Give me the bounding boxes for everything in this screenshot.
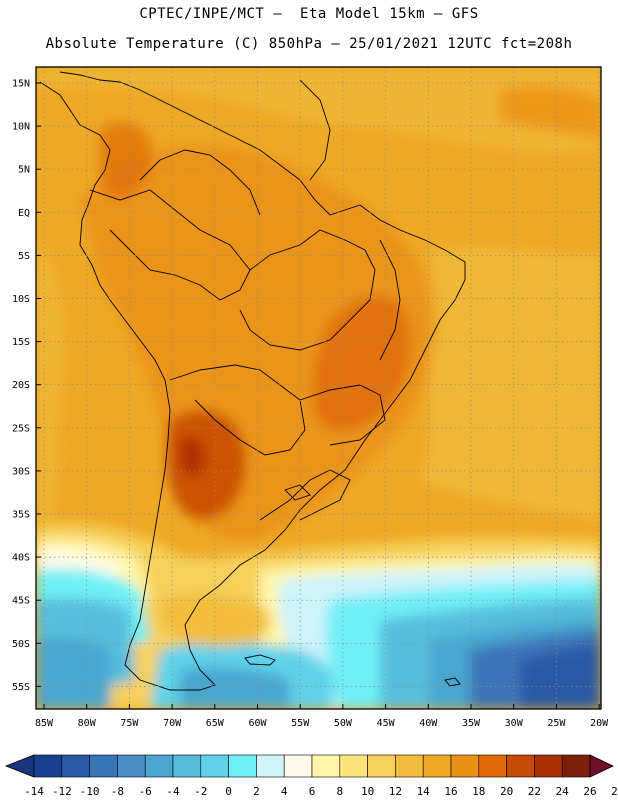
lon-label: 70W bbox=[163, 718, 182, 729]
lon-label: 30W bbox=[505, 718, 524, 729]
colorbar-swatch bbox=[561, 754, 591, 778]
colorbar-swatch bbox=[228, 754, 257, 778]
colorbar-label: 12 bbox=[389, 785, 402, 798]
colorbar-swatch bbox=[478, 754, 507, 778]
colorbar-label: 20 bbox=[500, 785, 513, 798]
colorbar-swatch bbox=[422, 754, 452, 778]
lon-label: 75W bbox=[120, 718, 139, 729]
lat-label: 5N bbox=[18, 165, 30, 176]
colorbar-swatch bbox=[311, 754, 341, 778]
colorbar-label: -14 bbox=[24, 785, 44, 798]
colorbar-label: 4 bbox=[281, 785, 288, 798]
lat-label: 25S bbox=[12, 423, 30, 434]
colorbar-label: 6 bbox=[309, 785, 316, 798]
lat-label: 15N bbox=[12, 79, 30, 90]
colorbar-swatch bbox=[33, 754, 63, 778]
lat-label: 10S bbox=[12, 294, 30, 305]
lat-label: 35S bbox=[12, 510, 30, 521]
lon-label: 85W bbox=[35, 718, 54, 729]
colorbar-label: -8 bbox=[111, 785, 124, 798]
colorbar-swatch bbox=[117, 754, 146, 778]
colorbar-label: 8 bbox=[336, 785, 343, 798]
lon-label: 25W bbox=[547, 718, 566, 729]
colorbar-label: 16 bbox=[444, 785, 457, 798]
lon-label: 50W bbox=[334, 718, 353, 729]
lat-label: 55S bbox=[12, 682, 30, 693]
colorbar-under-arrow bbox=[4, 754, 35, 778]
colorbar-swatch bbox=[367, 754, 396, 778]
colorbar-label: 18 bbox=[472, 785, 485, 798]
colorbar-label: -2 bbox=[194, 785, 207, 798]
colorbar-swatch bbox=[256, 754, 285, 778]
colorbar-swatch bbox=[144, 754, 174, 778]
lon-label: 35W bbox=[462, 718, 481, 729]
map-title-line-1: CPTEC/INPE/MCT – Eta Model 15km – GFS bbox=[139, 6, 479, 22]
map-frame bbox=[35, 66, 602, 710]
lon-label: 40W bbox=[419, 718, 438, 729]
colorbar-label: -10 bbox=[80, 785, 100, 798]
colorbar-label: 2 bbox=[253, 785, 260, 798]
colorbar-swatch bbox=[339, 754, 368, 778]
lat-label: 15S bbox=[12, 337, 30, 348]
lon-label: 55W bbox=[291, 718, 310, 729]
colorbar-label: 24 bbox=[556, 785, 570, 798]
lon-label: 65W bbox=[206, 718, 225, 729]
colorbar-swatch bbox=[200, 754, 229, 778]
lon-label: 60W bbox=[248, 718, 267, 729]
lat-label: 5S bbox=[18, 251, 30, 262]
lat-label: 40S bbox=[12, 553, 30, 564]
map-title-line-2: Absolute Temperature (C) 850hPa – 25/01/… bbox=[45, 36, 573, 52]
colorbar-label: 0 bbox=[225, 785, 232, 798]
colorbar-label: 22 bbox=[528, 785, 541, 798]
colorbar-label: -12 bbox=[52, 785, 72, 798]
colorbar-swatch bbox=[450, 754, 480, 778]
lat-label: 50S bbox=[12, 639, 30, 650]
colorbar-swatch bbox=[89, 754, 118, 778]
colorbar-label: -6 bbox=[139, 785, 152, 798]
colorbar-label: 10 bbox=[361, 785, 374, 798]
temperature-field bbox=[36, 67, 601, 709]
lat-label: 30S bbox=[12, 466, 30, 477]
lat-label: EQ bbox=[18, 208, 30, 219]
lon-label: 45W bbox=[377, 718, 396, 729]
colorbar-over-arrow bbox=[589, 754, 614, 778]
colorbar-label: -4 bbox=[166, 785, 180, 798]
color-scale-bar: -14 -12 -10 -8 -6 -4 -2 0 2 4 6 8 10 12 14 16 18 20 22 24 26… bbox=[4, 754, 618, 798]
colorbar-swatch bbox=[395, 754, 424, 778]
lat-label: 20S bbox=[12, 380, 30, 391]
colorbar-swatch bbox=[283, 754, 313, 778]
colorbar-label: 14 bbox=[417, 785, 431, 798]
colorbar-swatch bbox=[61, 754, 90, 778]
lon-label: 20W bbox=[590, 718, 609, 729]
lat-label: 10N bbox=[12, 122, 30, 133]
lat-label: 45S bbox=[12, 596, 30, 607]
colorbar-swatch bbox=[506, 754, 535, 778]
colorbar-label: 28 bbox=[611, 785, 618, 798]
colorbar-label: 26 bbox=[583, 785, 596, 798]
colorbar-swatch bbox=[172, 754, 202, 778]
lon-label: 80W bbox=[78, 718, 97, 729]
colorbar-swatch bbox=[534, 754, 563, 778]
